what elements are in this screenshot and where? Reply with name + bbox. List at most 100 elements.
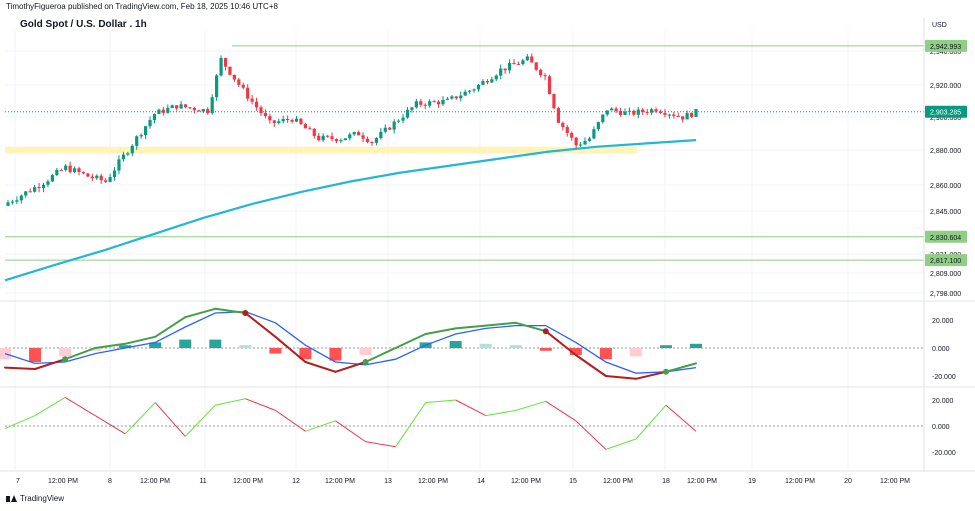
osc-histogram-bar[interactable] [479,343,492,348]
candle-body[interactable] [254,101,259,108]
candle-body[interactable] [410,107,414,110]
candle-body[interactable] [325,135,330,137]
osc-histogram-bar[interactable] [89,348,102,351]
candle-body[interactable] [370,142,374,144]
osc-histogram-bar[interactable] [29,348,42,362]
oscillator-pane[interactable] [0,307,924,380]
candle-body[interactable] [623,111,627,115]
rsi-segment[interactable] [605,438,637,450]
candle-body[interactable] [246,87,250,99]
candle-body[interactable] [578,144,583,146]
candle-body[interactable] [339,140,343,142]
osc-histogram-bar[interactable] [629,348,642,357]
candle-body[interactable] [459,95,463,99]
candle-body[interactable] [601,114,605,123]
candle-body[interactable] [308,128,312,130]
rsi-oscillator-pane[interactable] [4,396,924,450]
rsi-segment[interactable] [545,400,577,422]
candle-body[interactable] [183,104,188,108]
candle-body[interactable] [126,153,130,155]
candle-body[interactable] [81,172,86,174]
rsi-segment[interactable] [4,415,36,430]
candle-body[interactable] [28,191,32,193]
candle-body[interactable] [454,96,458,99]
candle-body[interactable] [219,58,223,76]
candle-body[interactable] [281,118,285,122]
candle-body[interactable] [170,105,174,108]
osc-cross-dot[interactable] [662,368,669,375]
osc-histogram-bar[interactable] [329,348,342,361]
candle-body[interactable] [250,98,254,102]
rsi-segment[interactable] [365,441,396,448]
candle-body[interactable] [10,201,15,203]
candle-body[interactable] [33,187,37,192]
rsi-segment[interactable] [154,402,186,437]
osc-fast-segment[interactable] [634,370,667,380]
osc-histogram-bar[interactable] [179,339,192,348]
osc-fast-segment[interactable] [664,362,697,373]
candle-body[interactable] [206,109,210,114]
osc-histogram-bar[interactable] [449,341,462,348]
osc-cross-dot[interactable] [242,310,249,316]
candle-body[interactable] [485,81,489,83]
osc-fast-segment[interactable] [64,347,97,361]
candle-body[interactable] [55,169,59,176]
candle-body[interactable] [627,110,632,112]
osc-cross-dot[interactable] [542,328,549,335]
osc-histogram-bar[interactable] [59,348,72,357]
candle-body[interactable] [512,62,516,65]
candle-body[interactable] [592,129,596,139]
candle-body[interactable] [397,120,401,122]
candle-body[interactable] [605,110,609,115]
candle-body[interactable] [650,109,654,113]
candle-body[interactable] [312,128,316,136]
candle-body[interactable] [144,126,148,136]
osc-fast-segment[interactable] [424,327,457,335]
candle-body[interactable] [672,114,676,116]
candle-body[interactable] [503,68,507,71]
rsi-segment[interactable] [485,409,516,417]
rsi-segment[interactable] [94,415,126,435]
osc-fast-segment[interactable] [364,347,397,363]
rsi-segment[interactable] [275,409,306,432]
candle-body[interactable] [441,99,445,105]
candle-body[interactable] [175,105,179,109]
candle-body[interactable] [166,107,170,113]
candle-body[interactable] [197,110,201,112]
candle-body[interactable] [19,195,23,201]
candle-body[interactable] [645,111,649,113]
candle-body[interactable] [272,120,276,124]
candle-body[interactable] [516,64,521,66]
currency-label[interactable]: USD [932,22,947,29]
candle-body[interactable] [157,109,161,114]
rsi-segment[interactable] [455,399,486,417]
price-label-tag[interactable] [925,254,967,267]
osc-histogram-bar[interactable] [509,345,522,348]
rsi-segment[interactable] [215,398,246,406]
osc-fast-segment[interactable] [334,361,367,373]
candle-body[interactable] [685,113,689,120]
osc-histogram-bar[interactable] [239,345,252,348]
candle-body[interactable] [610,108,614,111]
candle-body[interactable] [77,168,81,173]
candle-body[interactable] [641,109,645,112]
candle-body[interactable] [188,107,192,109]
candle-body[interactable] [215,75,219,98]
candle-body[interactable] [472,89,476,91]
candle-body[interactable] [237,79,241,85]
osc-histogram-bar[interactable] [209,339,222,348]
candle-body[interactable] [108,177,112,182]
candle-body[interactable] [361,135,365,139]
osc-fast-segment[interactable] [34,358,67,370]
candle-body[interactable] [15,200,19,202]
candle-body[interactable] [95,175,99,179]
candle-body[interactable] [228,66,232,75]
candle-body[interactable] [277,121,281,124]
candle-body[interactable] [632,110,636,115]
candle-body[interactable] [121,154,126,160]
osc-fast-segment[interactable] [94,342,127,349]
candle-body[interactable] [379,131,383,139]
candle-body[interactable] [392,121,396,130]
candle-body[interactable] [654,109,658,112]
candle-body[interactable] [432,101,436,103]
